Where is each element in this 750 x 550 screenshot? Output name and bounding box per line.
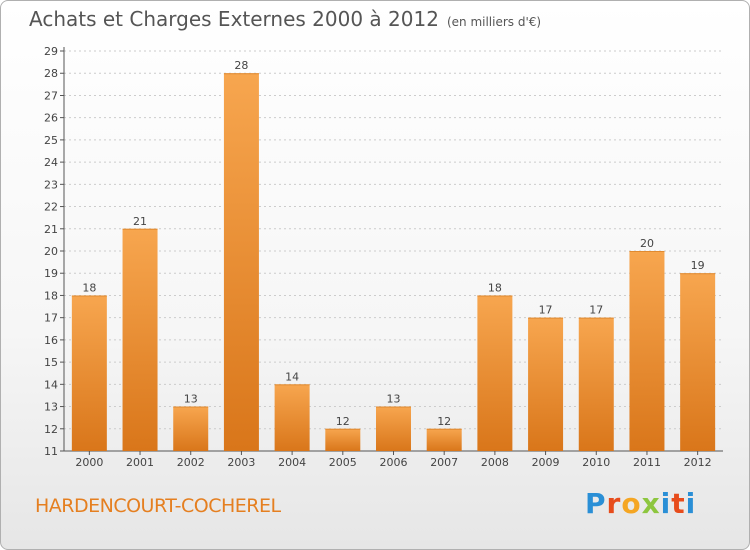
- y-tick-label: 13: [44, 401, 58, 414]
- x-tick-label: 2010: [582, 456, 610, 469]
- bar-value-label: 13: [184, 393, 198, 406]
- bar-value-label: 20: [640, 237, 654, 250]
- y-tick-label: 14: [44, 378, 58, 391]
- bar: [477, 295, 513, 451]
- chart-unit: (en milliers d'€): [446, 15, 542, 29]
- y-tick-label: 21: [44, 223, 58, 236]
- y-tick-label: 28: [44, 67, 58, 80]
- y-tick-label: 15: [44, 356, 58, 369]
- x-tick-label: 2008: [481, 456, 509, 469]
- x-tick-label: 2000: [75, 456, 103, 469]
- bar-value-label: 14: [285, 370, 299, 383]
- bar-value-label: 12: [336, 415, 350, 428]
- y-tick-label: 25: [44, 134, 58, 147]
- bar-value-label: 12: [437, 415, 451, 428]
- proxiti-logo[interactable]: Proxiti: [585, 487, 697, 520]
- x-tick-label: 2011: [633, 456, 661, 469]
- x-tick-label: 2004: [278, 456, 306, 469]
- y-tick-label: 20: [44, 245, 58, 258]
- bar-value-label: 13: [387, 393, 401, 406]
- bar: [528, 317, 564, 451]
- bar-value-label: 17: [589, 304, 603, 317]
- bar-value-label: 18: [488, 281, 502, 294]
- x-tick-label: 2007: [430, 456, 458, 469]
- bar: [71, 295, 107, 451]
- bar-value-label: 21: [133, 215, 147, 228]
- chart-title-text: Achats et Charges Externes 2000 à 2012: [29, 7, 439, 31]
- bar-value-label: 19: [691, 259, 705, 272]
- bar: [426, 428, 462, 451]
- x-tick-label: 2005: [329, 456, 357, 469]
- x-tick-label: 2001: [126, 456, 154, 469]
- y-tick-label: 29: [44, 45, 58, 58]
- bar: [223, 73, 259, 451]
- bar: [274, 384, 310, 451]
- y-tick-label: 23: [44, 178, 58, 191]
- y-tick-label: 18: [44, 289, 58, 302]
- bar: [122, 228, 158, 451]
- x-tick-label: 2009: [532, 456, 560, 469]
- bar: [173, 406, 209, 451]
- y-tick-label: 19: [44, 267, 58, 280]
- y-tick-label: 26: [44, 112, 58, 125]
- x-tick-label: 2006: [380, 456, 408, 469]
- bar-value-label: 28: [234, 59, 248, 72]
- commune-name: HARDENCOURT-COCHEREL: [35, 495, 281, 517]
- y-tick-label: 17: [44, 312, 58, 325]
- x-tick-label: 2002: [177, 456, 205, 469]
- bar: [680, 273, 716, 451]
- x-tick-label: 2012: [684, 456, 712, 469]
- y-tick-label: 22: [44, 201, 58, 214]
- y-tick-label: 11: [44, 445, 58, 458]
- bar: [629, 251, 665, 451]
- y-tick-label: 27: [44, 89, 58, 102]
- bar-value-label: 18: [82, 281, 96, 294]
- y-tick-label: 24: [44, 156, 58, 169]
- x-tick-label: 2003: [227, 456, 255, 469]
- bar-value-label: 17: [539, 304, 553, 317]
- bar: [578, 317, 614, 451]
- chart-title: Achats et Charges Externes 2000 à 2012 (e…: [29, 7, 541, 31]
- y-tick-label: 12: [44, 423, 58, 436]
- y-tick-label: 16: [44, 334, 58, 347]
- bar: [325, 428, 361, 451]
- bar: [376, 406, 411, 451]
